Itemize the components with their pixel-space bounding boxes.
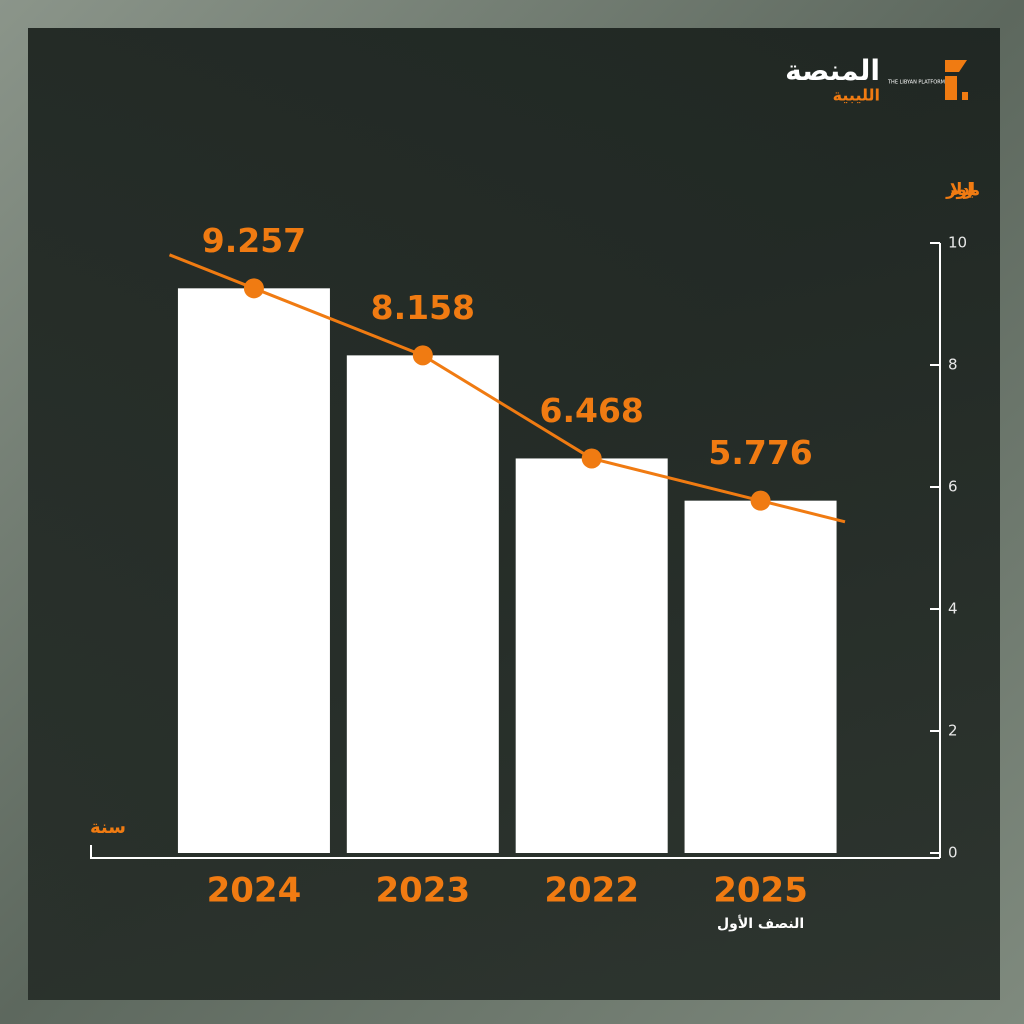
brand-english: THE LIBYAN PLATFORM — [887, 80, 945, 86]
y-tick-label: 0 — [948, 844, 958, 862]
bar — [346, 355, 499, 853]
brand-sub: الليبية — [833, 86, 880, 105]
logo: المنصة الليبية THE LIBYAN PLATFORM — [785, 54, 968, 105]
value-label: 8.158 — [371, 288, 475, 327]
logo-mark — [945, 60, 968, 100]
value-label: 5.776 — [708, 433, 812, 472]
value-label: 9.257 — [202, 221, 306, 260]
bar — [177, 288, 330, 853]
y-tick-label: 2 — [948, 722, 958, 740]
y-axis-title: مليار دولار — [945, 180, 980, 200]
y-tick-label: 8 — [948, 356, 958, 374]
y-tick-label: 10 — [948, 234, 967, 252]
panel — [28, 28, 1000, 1000]
point — [581, 448, 602, 469]
point — [412, 345, 433, 366]
x-tick-sublabel: النصف الأول — [717, 915, 804, 932]
brand-name: المنصة — [785, 54, 880, 87]
x-tick-label: 2025 — [713, 871, 808, 911]
trend-tail — [760, 499, 846, 524]
x-tick-label: 2022 — [544, 871, 639, 911]
x-axis — [90, 845, 940, 859]
y-tick-label: 6 — [948, 478, 958, 496]
trend-tail — [168, 253, 255, 290]
x-tick-label: 2023 — [375, 871, 470, 911]
x-tick-label: 2024 — [207, 871, 302, 911]
y-tick-label: 4 — [948, 600, 958, 618]
bar — [515, 458, 668, 853]
point — [243, 278, 264, 299]
line — [253, 286, 761, 503]
x-axis-title: سنة — [90, 817, 126, 838]
bar — [684, 500, 837, 853]
point — [750, 490, 771, 511]
value-label: 6.468 — [539, 391, 643, 430]
